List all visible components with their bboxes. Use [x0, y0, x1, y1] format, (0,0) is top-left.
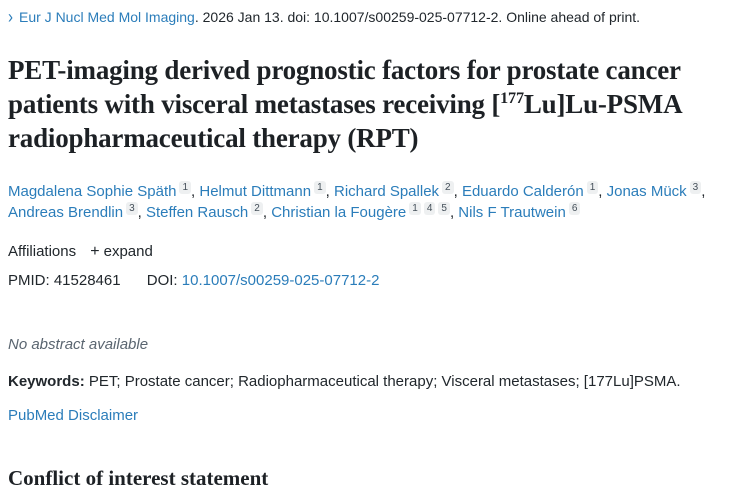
- keywords-label: Keywords:: [8, 373, 85, 390]
- author-item: Magdalena Sophie Späth 1,: [8, 181, 200, 200]
- author-affiliation-badge[interactable]: 2: [251, 202, 263, 215]
- expand-affiliations-button[interactable]: + expand: [90, 243, 153, 261]
- author-item: Eduardo Calderón 1,: [461, 181, 607, 200]
- author-link[interactable]: Christian la Fougère: [271, 204, 407, 221]
- pmid-value: 41528461: [53, 272, 121, 289]
- plus-icon: +: [90, 243, 100, 260]
- author-item: Andreas Brendlin 3,: [8, 202, 146, 221]
- author-affiliation-badge[interactable]: 6: [568, 202, 581, 215]
- author-link[interactable]: Richard Spallek: [333, 183, 440, 200]
- author-affiliation-badge[interactable]: 1: [586, 181, 599, 194]
- author-separator: ,: [453, 183, 462, 200]
- author-separator: ,: [191, 183, 200, 200]
- authors-list: Magdalena Sophie Späth 1, Helmut Dittmann…: [8, 181, 720, 223]
- doi-label: DOI:: [146, 272, 178, 289]
- author-item: Helmut Dittmann 1,: [199, 181, 334, 200]
- author-separator: ,: [701, 183, 706, 200]
- author-affiliation-badge[interactable]: 1: [314, 181, 326, 194]
- author-affiliation-badge[interactable]: 4: [423, 202, 436, 215]
- affiliations-label: Affiliations: [8, 243, 77, 260]
- disclaimer-row: PubMed Disclaimer: [8, 407, 740, 425]
- no-abstract-notice: No abstract available: [8, 336, 149, 353]
- author-link[interactable]: Helmut Dittmann: [199, 183, 312, 200]
- journal-link[interactable]: Eur J Nucl Med Mol Imaging: [19, 9, 195, 25]
- author-affiliation-badge[interactable]: 3: [689, 181, 702, 194]
- author-separator: ,: [598, 183, 607, 200]
- author-affiliation-badge[interactable]: 2: [442, 181, 454, 194]
- author-item: Steffen Rausch 2,: [145, 202, 272, 221]
- author-item: Christian la Fougère 1 4 5,: [271, 202, 459, 221]
- article-title-part2: Lu]Lu-PSMA radiopharmaceutical therapy (…: [8, 89, 681, 153]
- author-affiliation-badge[interactable]: 5: [438, 202, 450, 215]
- journal-toggle-chevron-icon[interactable]: ›: [8, 6, 13, 28]
- conflict-of-interest-heading: Conflict of interest statement: [8, 466, 269, 490]
- pubmed-disclaimer-link[interactable]: PubMed Disclaimer: [8, 407, 139, 424]
- author-separator: ,: [262, 204, 272, 221]
- author-link[interactable]: Jonas Mück: [606, 183, 687, 200]
- author-separator: ,: [137, 204, 146, 221]
- keywords-line: Keywords: PET; Prostate cancer; Radiopha…: [8, 372, 740, 391]
- author-item: Jonas Mück 3,: [606, 181, 706, 200]
- citation-details: . 2026 Jan 13. doi: 10.1007/s00259-025-0…: [194, 9, 641, 25]
- author-affiliation-badge[interactable]: 1: [179, 181, 192, 194]
- author-item: Nils F Trautwein 6: [458, 202, 581, 221]
- doi-link[interactable]: 10.1007/s00259-025-07712-2: [181, 272, 380, 289]
- pmid-label: PMID:: [8, 272, 50, 289]
- article-title-isotope-superscript: 177: [500, 89, 524, 107]
- article-title: PET-imaging derived prognostic factors f…: [8, 53, 740, 155]
- identifiers-row: PMID: 41528461 DOI: 10.1007/s00259-025-0…: [8, 272, 740, 290]
- doi-group: DOI: 10.1007/s00259-025-07712-2: [147, 272, 380, 289]
- author-link[interactable]: Steffen Rausch: [145, 204, 249, 221]
- affiliations-row: Affiliations + expand: [8, 243, 740, 261]
- author-link[interactable]: Eduardo Calderón: [461, 183, 584, 200]
- author-link[interactable]: Andreas Brendlin: [8, 204, 124, 221]
- article-title-part1: PET-imaging derived prognostic factors f…: [8, 55, 681, 119]
- author-separator: ,: [449, 204, 459, 221]
- author-item: Richard Spallek 2,: [333, 181, 462, 200]
- author-affiliation-badge[interactable]: 3: [126, 202, 138, 215]
- journal-citation-line: › Eur J Nucl Med Mol Imaging. 2026 Jan 13…: [8, 6, 740, 28]
- keywords-text: PET; Prostate cancer; Radiopharmaceutica…: [84, 373, 681, 390]
- author-separator: ,: [325, 183, 334, 200]
- author-affiliation-badge[interactable]: 1: [409, 202, 421, 215]
- author-link[interactable]: Nils F Trautwein: [458, 204, 566, 221]
- expand-label: expand: [103, 243, 153, 260]
- author-link[interactable]: Magdalena Sophie Späth: [8, 183, 177, 200]
